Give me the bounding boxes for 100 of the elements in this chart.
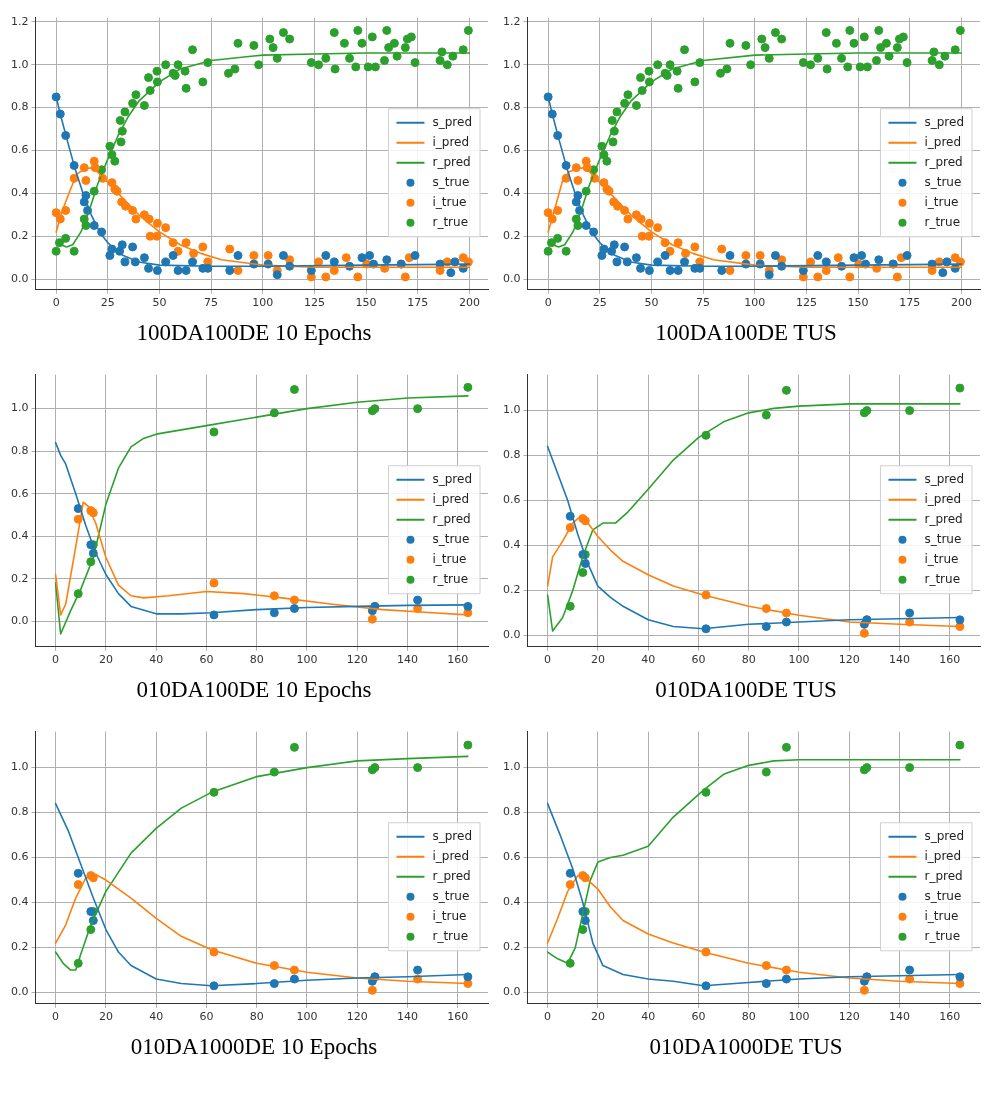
x-tick-label: 40: [641, 1010, 656, 1024]
y-tick-label: 0.0: [10, 271, 29, 285]
x-tick-label: 200: [950, 296, 972, 310]
legend-label: i_pred: [432, 848, 470, 863]
y-tick-label: 0.0: [502, 985, 521, 999]
x-tick-label: 175: [899, 296, 921, 310]
x-tick-label: 40: [149, 1010, 164, 1024]
y-tick-label: 0.2: [502, 229, 521, 243]
x-tick-label: 50: [644, 296, 659, 310]
x-tick-label: 200: [458, 296, 480, 310]
y-tick-label: 0.4: [502, 895, 521, 909]
x-tick-label: 160: [447, 1010, 469, 1024]
legend-label: i_pred: [924, 491, 962, 506]
legend-label: i_pred: [924, 848, 962, 863]
text: 010DA1000DE 10 Epochs: [129, 1033, 379, 1061]
legend-label: s_true: [924, 531, 962, 546]
x-tick-label: 100: [788, 1010, 810, 1024]
legend-label: s_pred: [924, 828, 965, 843]
legend-label: i_true: [432, 194, 467, 209]
x-tick-label: 140: [889, 1010, 911, 1024]
y-tick-label: 0.8: [502, 448, 521, 462]
x-tick-label: 25: [100, 296, 115, 310]
y-tick-label: 0.4: [10, 895, 29, 909]
x-tick-label: 120: [346, 653, 368, 667]
x-tick-label: 60: [691, 1010, 706, 1024]
y-tick-label: 0.2: [502, 583, 521, 597]
legend-label: i_true: [924, 908, 959, 923]
legend-label: s_true: [432, 888, 470, 903]
x-tick-label: 150: [847, 296, 869, 310]
x-tick-label: 80: [249, 653, 264, 667]
x-tick-label: 75: [204, 296, 219, 310]
legend-label: s_true: [924, 174, 962, 189]
legend-label: r_pred: [924, 868, 963, 883]
y-tick-label: 1.0: [502, 760, 521, 774]
legend-label: r_true: [924, 928, 961, 943]
x-tick-label: 125: [303, 296, 325, 310]
y-tick-label: 0.4: [502, 538, 521, 552]
x-tick-label: 80: [741, 653, 756, 667]
legend-label: s_pred: [432, 828, 473, 843]
x-tick-label: 0: [52, 653, 60, 667]
y-tick-label: 0.6: [502, 493, 521, 507]
legend-label: s_pred: [924, 471, 965, 486]
y-tick-label: 1.0: [10, 760, 29, 774]
y-tick-label: 0.2: [502, 940, 521, 954]
y-tick-label: 1.2: [10, 14, 29, 28]
x-tick-label: 160: [447, 653, 469, 667]
legend-label: i_true: [924, 194, 959, 209]
legend-label: i_pred: [432, 134, 470, 149]
x-tick-label: 25: [592, 296, 607, 310]
x-tick-label: 20: [590, 1010, 605, 1024]
legend-label: i_true: [924, 551, 959, 566]
text: 100DA100DE TUS: [654, 319, 838, 347]
y-tick-label: 0.0: [10, 614, 29, 628]
x-tick-label: 40: [641, 653, 656, 667]
y-tick-label: 0.6: [10, 486, 29, 500]
legend-label: i_true: [432, 908, 467, 923]
y-tick-label: 0.6: [502, 143, 521, 157]
legend-label: r_true: [924, 214, 961, 229]
legend-label: s_pred: [432, 471, 473, 486]
x-tick-label: 60: [199, 653, 214, 667]
text: 010DA100DE TUS: [654, 676, 838, 704]
x-tick-label: 20: [98, 1010, 113, 1024]
legend-label: r_true: [924, 571, 961, 586]
y-tick-label: 0.2: [10, 940, 29, 954]
y-tick-label: 0.8: [10, 444, 29, 458]
y-tick-label: 1.0: [502, 57, 521, 71]
legend-label: r_pred: [432, 154, 471, 169]
legend-label: s_true: [924, 888, 962, 903]
x-tick-label: 100: [252, 296, 274, 310]
legend-label: r_true: [432, 571, 469, 586]
legend-label: r_pred: [924, 511, 963, 526]
x-tick-label: 100: [744, 296, 766, 310]
legend-label: s_true: [432, 531, 470, 546]
y-tick-label: 0.4: [502, 186, 521, 200]
legend-label: r_true: [432, 928, 469, 943]
text: 010DA1000DE TUS: [648, 1033, 844, 1061]
y-tick-label: 0.4: [10, 186, 29, 200]
y-tick-label: 0.0: [502, 628, 521, 642]
x-tick-label: 100: [296, 653, 318, 667]
legend-label: r_true: [432, 214, 469, 229]
y-tick-label: 0.6: [502, 850, 521, 864]
x-tick-label: 80: [741, 1010, 756, 1024]
x-tick-label: 160: [939, 1010, 961, 1024]
legend-label: r_pred: [432, 511, 471, 526]
x-tick-label: 0: [52, 1010, 60, 1024]
x-tick-label: 140: [889, 653, 911, 667]
x-tick-label: 0: [52, 296, 60, 310]
y-tick-label: 1.0: [502, 403, 521, 417]
x-tick-label: 20: [98, 653, 113, 667]
y-tick-label: 0.8: [502, 100, 521, 114]
y-tick-label: 0.4: [10, 529, 29, 543]
legend-label: s_pred: [432, 114, 473, 129]
y-tick-label: 0.8: [10, 805, 29, 819]
y-tick-label: 0.0: [10, 985, 29, 999]
y-tick-label: 0.2: [10, 571, 29, 585]
x-tick-label: 100: [788, 653, 810, 667]
x-tick-label: 0: [544, 1010, 552, 1024]
y-tick-label: 1.0: [10, 57, 29, 71]
y-tick-label: 0.6: [10, 143, 29, 157]
x-tick-label: 80: [249, 1010, 264, 1024]
